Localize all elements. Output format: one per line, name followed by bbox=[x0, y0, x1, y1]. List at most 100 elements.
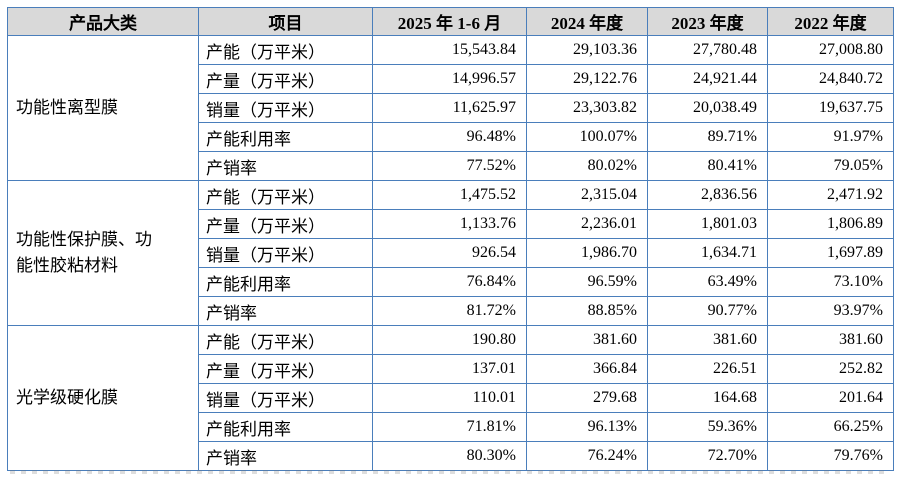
value-cell: 100.07% bbox=[526, 122, 648, 152]
table-row: 产量（万平米） 1,133.76 2,236.01 1,801.03 1,806… bbox=[8, 209, 894, 239]
category-cell-release-film: 功能性离型膜 bbox=[7, 35, 199, 181]
value-cell: 80.41% bbox=[647, 151, 768, 181]
item-cell: 产能利用率 bbox=[198, 122, 373, 152]
value-cell: 381.60 bbox=[767, 325, 894, 355]
item-cell: 产能利用率 bbox=[198, 267, 373, 297]
value-cell: 96.13% bbox=[526, 412, 648, 442]
table-row: 光学级硬化膜 产能（万平米） 190.80 381.60 381.60 381.… bbox=[7, 325, 894, 471]
value-cell: 15,543.84 bbox=[372, 35, 527, 65]
table-row: 产量（万平米） 14,996.57 29,122.76 24,921.44 24… bbox=[8, 64, 894, 94]
value-cell: 110.01 bbox=[372, 383, 527, 413]
item-cell: 产量（万平米） bbox=[198, 209, 373, 239]
header-period-2025h1: 2025 年 1-6 月 bbox=[372, 7, 527, 36]
table-row: 销量（万平米） 926.54 1,986.70 1,634.71 1,697.8… bbox=[8, 238, 894, 268]
table-row: 产销率 80.30% 76.24% 72.70% 79.76% bbox=[8, 441, 894, 471]
value-cell: 19,637.75 bbox=[767, 93, 894, 123]
header-period-2022: 2022 年度 bbox=[767, 7, 894, 36]
value-cell: 2,236.01 bbox=[526, 209, 648, 239]
value-cell: 80.02% bbox=[526, 151, 648, 181]
category-cell-hardened-film: 光学级硬化膜 bbox=[7, 325, 199, 471]
table-row: 功能性离型膜 产能（万平米） 15,543.84 29,103.36 27,78… bbox=[7, 35, 894, 181]
value-cell: 1,475.52 bbox=[372, 180, 527, 210]
value-cell: 1,133.76 bbox=[372, 209, 527, 239]
item-cell: 产量（万平米） bbox=[198, 64, 373, 94]
value-cell: 77.52% bbox=[372, 151, 527, 181]
production-capacity-table: 产品大类 项目 2025 年 1-6 月 2024 年度 2023 年度 202… bbox=[7, 7, 894, 471]
item-cell: 产销率 bbox=[198, 296, 373, 326]
item-cell: 销量（万平米） bbox=[198, 238, 373, 268]
item-cell: 销量（万平米） bbox=[198, 383, 373, 413]
value-cell: 1,986.70 bbox=[526, 238, 648, 268]
value-cell: 90.77% bbox=[647, 296, 768, 326]
value-cell: 27,008.80 bbox=[767, 35, 894, 65]
value-cell: 24,840.72 bbox=[767, 64, 894, 94]
value-cell: 73.10% bbox=[767, 267, 894, 297]
value-cell: 11,625.97 bbox=[372, 93, 527, 123]
value-cell: 71.81% bbox=[372, 412, 527, 442]
value-cell: 79.05% bbox=[767, 151, 894, 181]
item-cell: 产销率 bbox=[198, 151, 373, 181]
header-period-2023: 2023 年度 bbox=[647, 7, 768, 36]
value-cell: 926.54 bbox=[372, 238, 527, 268]
value-cell: 29,103.36 bbox=[526, 35, 648, 65]
value-cell: 91.97% bbox=[767, 122, 894, 152]
table-row: 功能性保护膜、功 能性胶粘材料 产能（万平米） 1,475.52 2,315.0… bbox=[7, 180, 894, 326]
value-cell: 76.84% bbox=[372, 267, 527, 297]
header-period-2024: 2024 年度 bbox=[526, 7, 648, 36]
value-cell: 59.36% bbox=[647, 412, 768, 442]
table-row: 销量（万平米） 11,625.97 23,303.82 20,038.49 19… bbox=[8, 93, 894, 123]
value-cell: 164.68 bbox=[647, 383, 768, 413]
value-cell: 88.85% bbox=[526, 296, 648, 326]
item-cell: 产能（万平米） bbox=[198, 180, 373, 210]
value-cell: 1,806.89 bbox=[767, 209, 894, 239]
item-cell: 产销率 bbox=[198, 441, 373, 471]
value-cell: 252.82 bbox=[767, 354, 894, 384]
table-row: 产能利用率 96.48% 100.07% 89.71% 91.97% bbox=[8, 122, 894, 152]
value-cell: 381.60 bbox=[647, 325, 768, 355]
value-cell: 29,122.76 bbox=[526, 64, 648, 94]
header-product-category: 产品大类 bbox=[7, 7, 199, 36]
value-cell: 1,801.03 bbox=[647, 209, 768, 239]
value-cell: 89.71% bbox=[647, 122, 768, 152]
value-cell: 66.25% bbox=[767, 412, 894, 442]
value-cell: 27,780.48 bbox=[647, 35, 768, 65]
item-cell: 产能利用率 bbox=[198, 412, 373, 442]
table-row: 产销率 77.52% 80.02% 80.41% 79.05% bbox=[8, 151, 894, 181]
table-row: 产量（万平米） 137.01 366.84 226.51 252.82 bbox=[8, 354, 894, 384]
value-cell: 24,921.44 bbox=[647, 64, 768, 94]
value-cell: 80.30% bbox=[372, 441, 527, 471]
value-cell: 76.24% bbox=[526, 441, 648, 471]
item-cell: 销量（万平米） bbox=[198, 93, 373, 123]
item-cell: 产能（万平米） bbox=[198, 35, 373, 65]
item-cell: 产量（万平米） bbox=[198, 354, 373, 384]
value-cell: 2,315.04 bbox=[526, 180, 648, 210]
value-cell: 23,303.82 bbox=[526, 93, 648, 123]
value-cell: 137.01 bbox=[372, 354, 527, 384]
value-cell: 14,996.57 bbox=[372, 64, 527, 94]
value-cell: 96.48% bbox=[372, 122, 527, 152]
table-row: 销量（万平米） 110.01 279.68 164.68 201.64 bbox=[8, 383, 894, 413]
value-cell: 20,038.49 bbox=[647, 93, 768, 123]
value-cell: 190.80 bbox=[372, 325, 527, 355]
value-cell: 2,471.92 bbox=[767, 180, 894, 210]
value-cell: 381.60 bbox=[526, 325, 648, 355]
faint-cropped-text-row bbox=[10, 470, 886, 474]
value-cell: 279.68 bbox=[526, 383, 648, 413]
value-cell: 226.51 bbox=[647, 354, 768, 384]
value-cell: 81.72% bbox=[372, 296, 527, 326]
value-cell: 93.97% bbox=[767, 296, 894, 326]
value-cell: 366.84 bbox=[526, 354, 648, 384]
value-cell: 201.64 bbox=[767, 383, 894, 413]
value-cell: 1,634.71 bbox=[647, 238, 768, 268]
value-cell: 63.49% bbox=[647, 267, 768, 297]
header-item: 项目 bbox=[198, 7, 373, 36]
value-cell: 72.70% bbox=[647, 441, 768, 471]
value-cell: 96.59% bbox=[526, 267, 648, 297]
value-cell: 79.76% bbox=[767, 441, 894, 471]
value-cell: 2,836.56 bbox=[647, 180, 768, 210]
table-row: 产能利用率 71.81% 96.13% 59.36% 66.25% bbox=[8, 412, 894, 442]
header-row: 产品大类 项目 2025 年 1-6 月 2024 年度 2023 年度 202… bbox=[7, 7, 894, 36]
category-cell-protective-film: 功能性保护膜、功 能性胶粘材料 bbox=[7, 180, 199, 326]
item-cell: 产能（万平米） bbox=[198, 325, 373, 355]
value-cell: 1,697.89 bbox=[767, 238, 894, 268]
